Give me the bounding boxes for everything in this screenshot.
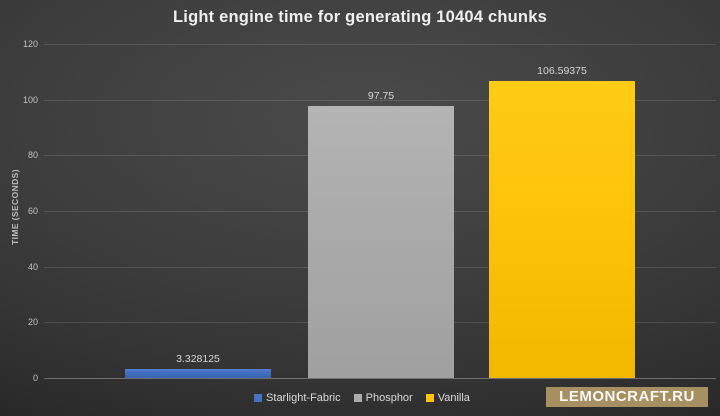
bar-starlight-fabric — [125, 368, 271, 378]
gridline-y-120 — [44, 44, 716, 45]
legend-swatch-icon — [254, 394, 263, 402]
y-tick-label-120: 120 — [22, 39, 38, 49]
legend-item-vanilla: Vanilla — [425, 392, 470, 404]
bar-vanilla — [489, 81, 635, 378]
value-label-vanilla: 106.59375 — [537, 65, 587, 78]
legend-swatch-icon — [353, 394, 362, 402]
legend-label: Starlight-Fabric — [266, 392, 341, 404]
y-tick-label-20: 20 — [27, 317, 38, 328]
y-tick-label-80: 80 — [27, 150, 38, 161]
chart-legend: Starlight-Fabric Phosphor Vanilla — [2, 392, 720, 404]
y-tick-label-60: 60 — [27, 206, 38, 216]
value-label-starlight-fabric: 3.328125 — [176, 352, 220, 365]
value-label-phosphor: 97.75 — [367, 89, 395, 102]
legend-item-starlight-fabric: Starlight-Fabric — [254, 392, 341, 404]
legend-swatch-icon — [425, 394, 434, 402]
y-tick-label-100: 100 — [22, 94, 38, 105]
y-tick-label-0: 0 — [32, 373, 38, 383]
legend-label: Vanilla — [437, 392, 470, 404]
gridline-y-100 — [44, 99, 716, 101]
watermark-badge: LEMONCRAFT.RU — [546, 387, 708, 407]
chart-title: Light engine time for generating 10404 c… — [173, 8, 547, 26]
legend-item-phosphor: Phosphor — [353, 392, 413, 404]
legend-label: Phosphor — [365, 392, 413, 404]
y-tick-label-40: 40 — [27, 261, 38, 272]
bar-phosphor — [308, 105, 454, 378]
gridline-y-0 — [44, 378, 716, 379]
